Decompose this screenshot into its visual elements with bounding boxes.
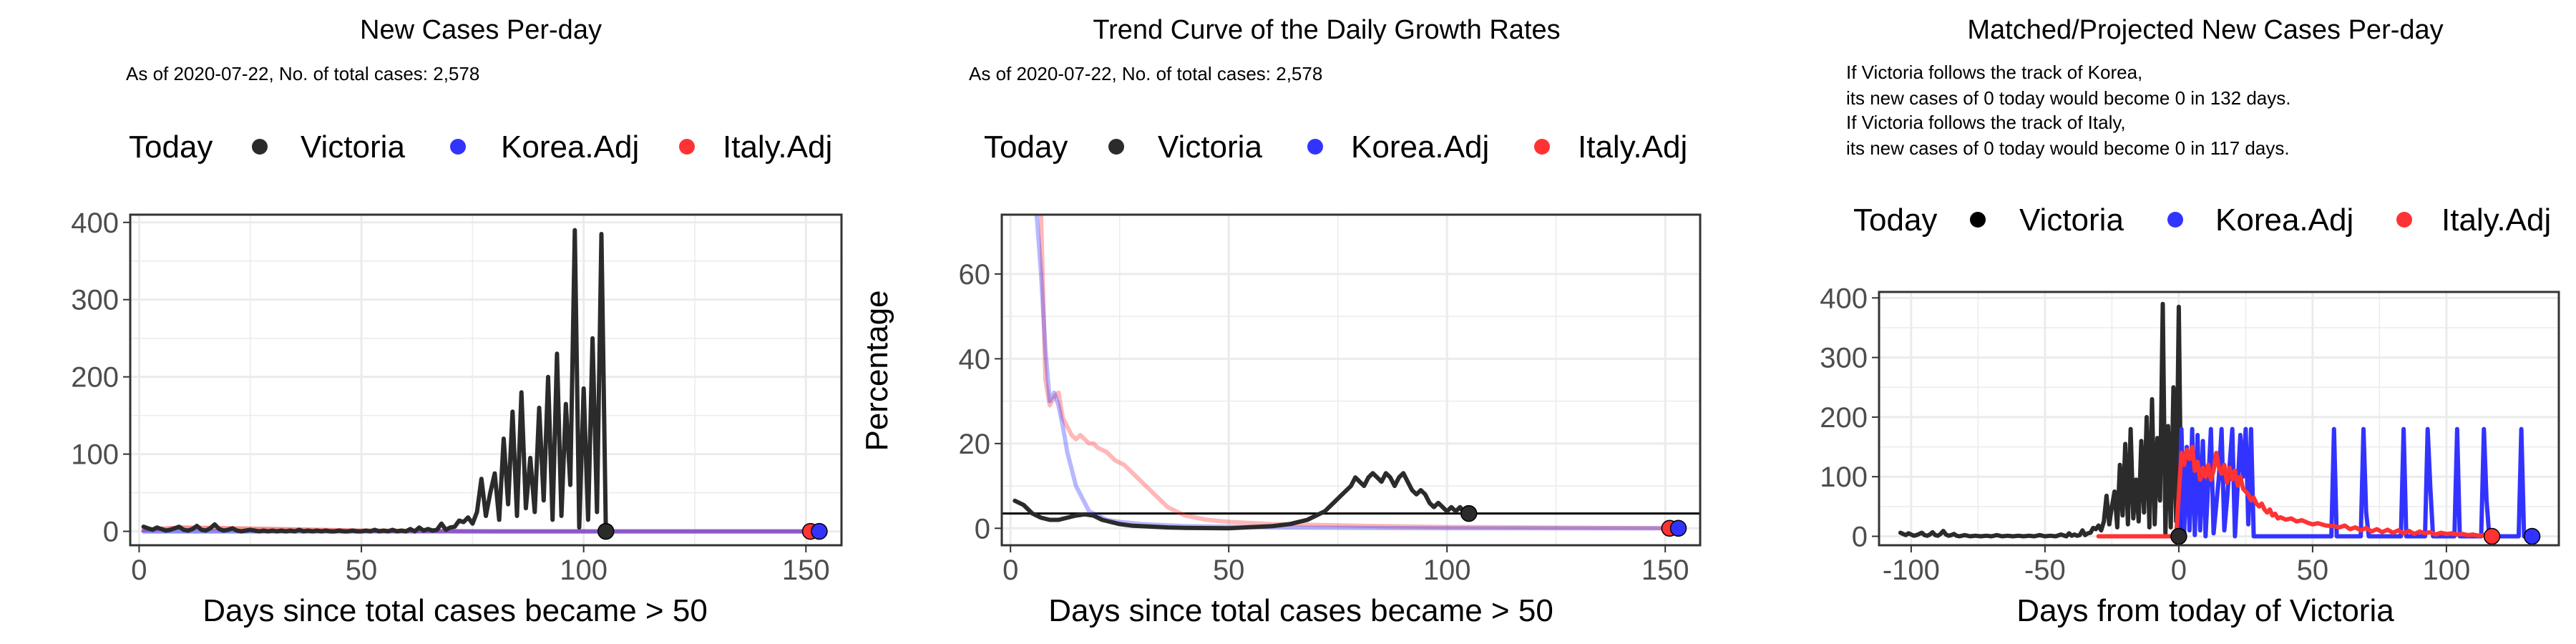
x-tick-label: -100: [1883, 555, 1940, 586]
legend-label-korea: Korea.Adj: [501, 130, 639, 165]
y-tick-label: 100: [1820, 462, 1868, 493]
legend-key-italy: [2396, 212, 2412, 228]
legend-title: Today: [984, 130, 1068, 165]
y-tick-label: 400: [71, 208, 119, 239]
legend-label-italy: Italy.Adj: [1578, 130, 1687, 165]
x-axis-label: Days since total cases became > 50: [203, 593, 708, 628]
legend: Today Victoria Korea.Adj Italy.Adj: [984, 130, 1687, 165]
y-tick-label: 300: [71, 285, 119, 316]
plot-border: [1878, 291, 2560, 547]
y-tick-label: 20: [959, 429, 991, 460]
legend-key-victoria: [252, 139, 268, 155]
today-point-korea-adj: [1669, 519, 1687, 537]
legend-title: Today: [1853, 203, 1937, 238]
x-tick-label: 100: [1423, 555, 1471, 586]
y-tick-label: 200: [71, 362, 119, 394]
legend: Today Victoria Korea.Adj Italy.Adj: [1853, 203, 2551, 238]
x-tick-label: 0: [131, 555, 147, 586]
legend: Today Victoria Korea.Adj Italy.Adj: [129, 130, 832, 165]
legend-key-italy: [1534, 139, 1550, 155]
x-tick-label: 50: [2297, 555, 2329, 586]
chart-title: Matched/Projected New Cases Per-day: [1967, 15, 2443, 45]
chart-matched-projected-cases: Matched/Projected New Cases Per-day If V…: [1820, 15, 2560, 628]
today-point-victoria: [2170, 527, 2187, 545]
x-tick-label: 0: [2171, 555, 2187, 586]
y-tick-label: 0: [103, 517, 119, 548]
plot-area: -100 -50 0 50 100 0 100 200 300 400: [1820, 283, 2560, 586]
x-tick-label: 150: [782, 555, 830, 586]
legend-label-victoria: Victoria: [1158, 130, 1262, 165]
chart-title: Trend Curve of the Daily Growth Rates: [1093, 15, 1560, 45]
today-point-italy-adj: [2483, 527, 2501, 545]
plot-area: 0 50 100 150 0 100 200 300 400: [71, 208, 843, 586]
legend-label-italy: Italy.Adj: [2441, 203, 2551, 238]
today-point-korea-adj: [811, 522, 828, 540]
legend-title: Today: [129, 130, 213, 165]
y-tick-label: 100: [71, 439, 119, 471]
legend-label-victoria: Victoria: [301, 130, 405, 165]
legend-key-korea: [1307, 139, 1323, 155]
chart-subtitle-line: As of 2020-07-22, No. of total cases: 2,…: [126, 63, 479, 84]
x-tick-label: 50: [346, 555, 378, 586]
legend-key-korea: [450, 139, 466, 155]
y-tick-label: 300: [1820, 343, 1868, 374]
chart-daily-growth-rates: Trend Curve of the Daily Growth Rates As…: [859, 15, 1702, 628]
series-line-victoria: [141, 228, 608, 534]
chart-subtitle-line: its new cases of 0 today would become 0 …: [1846, 137, 2290, 159]
chart-subtitle-line: If Victoria follows the track of Italy,: [1846, 112, 2126, 133]
legend-label-korea: Korea.Adj: [1351, 130, 1489, 165]
today-point-korea-adj: [2523, 527, 2541, 545]
y-tick-label: 0: [975, 513, 990, 545]
plot-border: [129, 213, 843, 547]
series-line-victoria: [1013, 471, 1471, 531]
legend-key-italy: [679, 139, 695, 155]
series-line-italy-adj: [2096, 444, 2494, 539]
series-line-korea-adj: [2176, 426, 2534, 539]
series-line-victoria: [1898, 301, 2184, 539]
plot-border: [1000, 213, 1702, 547]
y-tick-label: 0: [1852, 522, 1868, 553]
x-axis-label: Days from today of Victoria: [2016, 593, 2394, 628]
today-point-victoria: [597, 522, 615, 540]
plot-area: 0 50 100 150 0 20 40 60: [959, 213, 1702, 586]
chart-subtitle-line: its new cases of 0 today would become 0 …: [1846, 87, 2290, 109]
chart-title: New Cases Per-day: [360, 15, 602, 45]
legend-label-korea: Korea.Adj: [2215, 203, 2353, 238]
x-tick-label: -50: [2024, 555, 2066, 586]
series-line-italy-adj: [1038, 215, 1672, 531]
y-tick-label: 200: [1820, 402, 1868, 434]
legend-key-victoria: [1108, 139, 1124, 155]
x-tick-label: 0: [1002, 555, 1018, 586]
chart-new-cases-per-day: New Cases Per-day As of 2020-07-22, No. …: [71, 15, 843, 628]
y-tick-label: 400: [1820, 283, 1868, 314]
x-tick-label: 50: [1213, 555, 1245, 586]
legend-key-korea: [2167, 212, 2183, 228]
x-tick-label: 150: [1641, 555, 1689, 586]
x-tick-label: 100: [560, 555, 608, 586]
y-axis-label: Percentage: [859, 290, 894, 451]
chart-subtitle-line: As of 2020-07-22, No. of total cases: 2,…: [969, 63, 1322, 84]
chart-subtitle-line: If Victoria follows the track of Korea,: [1846, 62, 2142, 83]
x-axis-label: Days since total cases became > 50: [1048, 593, 1553, 628]
today-point-victoria: [1460, 504, 1478, 522]
y-tick-label: 40: [959, 343, 991, 375]
x-tick-label: 100: [2423, 555, 2471, 586]
legend-label-italy: Italy.Adj: [723, 130, 832, 165]
y-tick-label: 60: [959, 259, 991, 291]
legend-label-victoria: Victoria: [2019, 203, 2124, 238]
legend-key-victoria: [1970, 212, 1986, 228]
